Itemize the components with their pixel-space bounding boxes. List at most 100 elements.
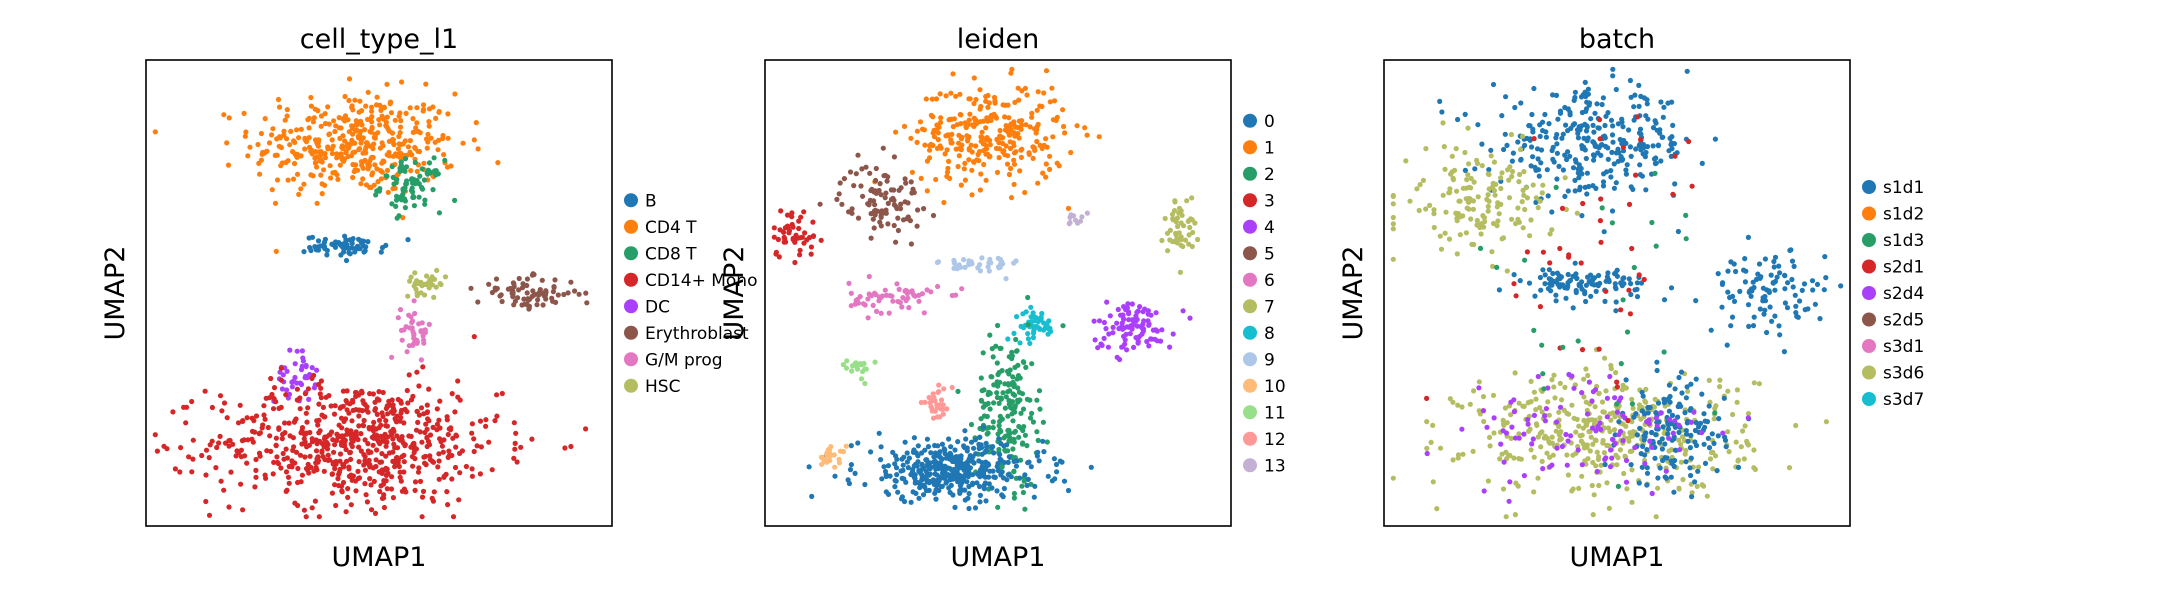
point-CD14+ Mono xyxy=(424,409,430,416)
point-CD4 T xyxy=(340,145,346,152)
point-CD14+ Mono xyxy=(355,437,361,443)
point-1 xyxy=(1008,70,1014,76)
point-s1d1 xyxy=(1644,470,1651,476)
point-5 xyxy=(888,187,895,193)
point-7 xyxy=(1184,198,1190,204)
point-1 xyxy=(933,176,939,183)
point-CD4 T xyxy=(371,141,377,147)
point-s1d3 xyxy=(1652,170,1658,176)
point-2 xyxy=(996,423,1002,429)
point-CD4 T xyxy=(342,113,349,119)
point-Erythroblast xyxy=(555,292,561,298)
legend-label: s2d1 xyxy=(1883,258,1924,278)
point-CD4 T xyxy=(342,93,348,100)
point-CD4 T xyxy=(363,103,369,109)
point-s1d1 xyxy=(1761,311,1767,317)
point-CD14+ Mono xyxy=(452,409,458,415)
point-CD4 T xyxy=(325,144,331,150)
legend-marker xyxy=(1862,339,1876,353)
point-s1d1 xyxy=(1576,162,1582,168)
point-s3d6 xyxy=(1430,422,1436,428)
point-s2d4 xyxy=(1676,422,1682,428)
point-CD4 T xyxy=(397,124,404,130)
point-s1d1 xyxy=(1711,440,1717,446)
point-2 xyxy=(1007,435,1013,441)
point-CD14+ Mono xyxy=(339,489,345,495)
point-s3d6 xyxy=(1696,464,1702,470)
point-0 xyxy=(964,479,970,485)
point-CD14+ Mono xyxy=(363,492,369,498)
point-s1d3 xyxy=(1683,212,1689,218)
point-Erythroblast xyxy=(568,279,574,285)
point-CD14+ Mono xyxy=(280,431,286,437)
point-s1d1 xyxy=(1768,272,1774,278)
point-s1d1 xyxy=(1676,429,1682,435)
point-CD4 T xyxy=(374,94,380,100)
point-12 xyxy=(918,399,924,406)
point-CD14+ Mono xyxy=(189,398,195,405)
point-7 xyxy=(1172,239,1178,245)
point-CD14+ Mono xyxy=(325,441,331,448)
point-CD4 T xyxy=(426,119,432,125)
point-s3d6 xyxy=(1454,251,1460,257)
point-CD14+ Mono xyxy=(304,444,310,450)
point-s1d1 xyxy=(1762,256,1768,262)
point-s1d1 xyxy=(1568,125,1574,131)
point-CD4 T xyxy=(322,111,328,117)
point-s3d6 xyxy=(1537,198,1543,204)
point-s1d1 xyxy=(1714,468,1720,474)
point-CD14+ Mono xyxy=(356,459,362,465)
point-Erythroblast xyxy=(542,293,548,299)
point-s1d1 xyxy=(1528,163,1534,169)
point-s2d4 xyxy=(1579,462,1585,468)
point-1 xyxy=(1016,135,1022,141)
point-1 xyxy=(1047,166,1053,172)
point-2 xyxy=(989,374,995,380)
point-CD4 T xyxy=(372,133,378,139)
point-3 xyxy=(802,230,808,236)
point-s1d1 xyxy=(1621,281,1627,287)
point-CD14+ Mono xyxy=(203,447,210,453)
point-Erythroblast xyxy=(535,297,541,303)
point-CD14+ Mono xyxy=(469,430,475,436)
point-7 xyxy=(1181,223,1187,229)
point-1 xyxy=(1082,125,1088,131)
point-CD4 T xyxy=(260,149,266,155)
point-CD14+ Mono xyxy=(356,475,363,481)
point-s2d4 xyxy=(1521,431,1527,437)
point-s1d1 xyxy=(1672,447,1678,453)
point-s3d6 xyxy=(1470,198,1476,204)
point-s3d6 xyxy=(1475,194,1481,200)
point-s1d1 xyxy=(1574,127,1581,133)
point-2 xyxy=(987,390,993,396)
legend-label: 2 xyxy=(1264,165,1275,185)
point-11 xyxy=(853,360,859,366)
point-2 xyxy=(1006,427,1012,433)
point-CD14+ Mono xyxy=(213,465,219,471)
point-s1d1 xyxy=(1562,104,1568,111)
point-CD4 T xyxy=(473,120,479,126)
point-12 xyxy=(930,415,937,421)
point-CD4 T xyxy=(369,154,375,160)
point-s3d6 xyxy=(1447,396,1453,402)
point-1 xyxy=(934,122,940,128)
point-CD14+ Mono xyxy=(295,502,301,509)
point-B xyxy=(365,239,371,245)
point-CD14+ Mono xyxy=(356,423,362,429)
point-CD8 T xyxy=(373,192,379,198)
point-CD14+ Mono xyxy=(471,448,477,455)
point-CD14+ Mono xyxy=(478,444,484,450)
point-CD14+ Mono xyxy=(199,452,205,459)
point-s3d6 xyxy=(1565,472,1571,478)
point-7 xyxy=(1172,198,1178,204)
point-CD8 T xyxy=(421,177,427,183)
point-CD14+ Mono xyxy=(372,510,379,516)
point-CD14+ Mono xyxy=(218,478,224,484)
point-s1d1 xyxy=(1542,281,1548,287)
point-9 xyxy=(954,266,960,272)
point-6 xyxy=(928,289,934,295)
point-s3d6 xyxy=(1557,437,1563,443)
point-0 xyxy=(1040,438,1046,444)
point-CD14+ Mono xyxy=(385,411,391,417)
point-5 xyxy=(908,241,915,247)
